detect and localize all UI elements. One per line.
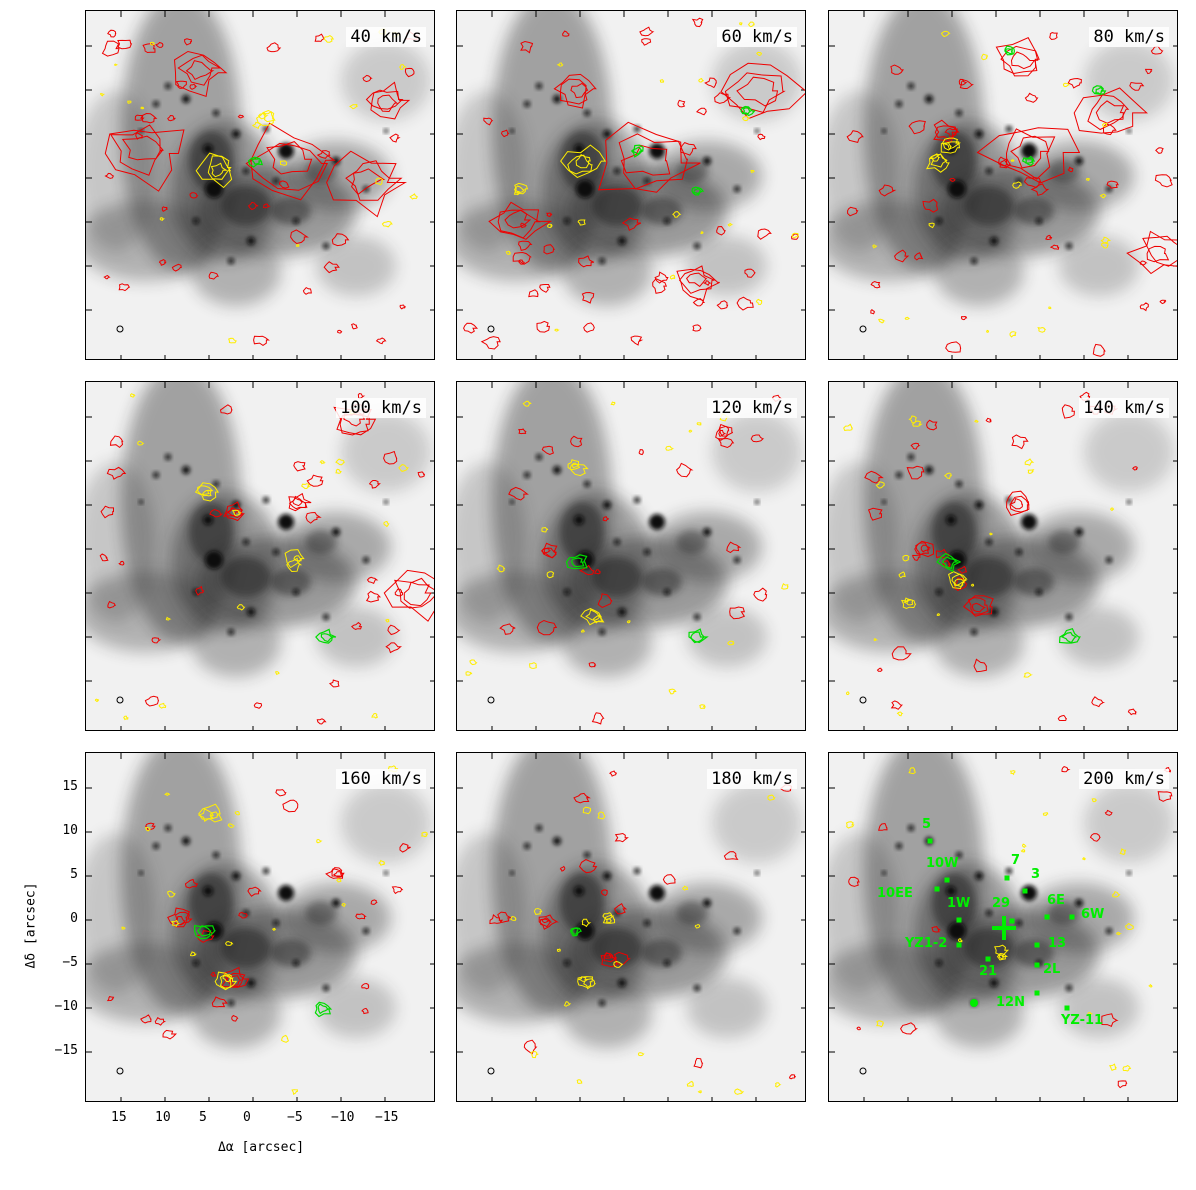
velocity-label: 100 km/s (336, 398, 426, 418)
source-markers (927, 838, 1075, 1011)
panel-120: 120 km/s (456, 381, 806, 731)
velocity-label: 40 km/s (346, 27, 426, 47)
x-tick-label: 10 (155, 1110, 171, 1125)
y-tick-label: 10 (62, 823, 78, 838)
velocity-label: 200 km/s (1079, 769, 1169, 789)
source-label: YZ1-2 (905, 936, 948, 951)
y-axis-title: Δδ [arcsec] (23, 882, 39, 969)
y-tick-label: −5 (62, 955, 78, 970)
source-label: 12N (996, 995, 1025, 1010)
source-marker (927, 838, 933, 844)
velocity-label: 60 km/s (717, 27, 797, 47)
source-marker (956, 917, 962, 923)
source-marker (956, 942, 962, 948)
y-tick-label: −15 (54, 1043, 78, 1058)
panel-40: 40 km/s (85, 10, 435, 360)
x-tick-label: 5 (199, 1110, 207, 1125)
velocity-label: 120 km/s (707, 398, 797, 418)
x-tick-label: −5 (287, 1110, 303, 1125)
source-label: 6W (1081, 907, 1105, 922)
contour-overlay (100, 28, 419, 347)
contour-overlay (106, 765, 428, 1096)
source-marker (1034, 990, 1040, 996)
velocity-label: 80 km/s (1089, 27, 1169, 47)
nebula-image (86, 382, 434, 730)
source-label: 10EE (877, 886, 913, 901)
contour-overlay (846, 30, 1177, 357)
panel-180: 180 km/s (456, 752, 806, 1102)
source-label: 5 (922, 817, 932, 832)
source-label: 2L (1043, 962, 1061, 977)
source-marker (1022, 888, 1028, 894)
panel-100: 100 km/s (85, 381, 435, 731)
source-label: 6E (1047, 893, 1065, 908)
source-marker (944, 877, 950, 883)
source-marker (1004, 875, 1010, 881)
x-axis-title: Δα [arcsec] (218, 1140, 305, 1155)
nebula-image (457, 753, 805, 1101)
y-tick-label: 15 (62, 779, 78, 794)
source-label: 7 (1011, 853, 1021, 868)
nebula-image (457, 382, 805, 730)
source-marker (1069, 914, 1075, 920)
nebula-image (86, 11, 434, 359)
contour-overlay (94, 392, 434, 725)
source-label: 3 (1031, 867, 1041, 882)
panel-80: 80 km/s (828, 10, 1178, 360)
source-label: 21 (979, 964, 998, 979)
source-marker (934, 886, 940, 892)
source-label: 1W (947, 896, 971, 911)
source-label: 10W (926, 856, 959, 871)
contour-overlay (489, 770, 797, 1095)
x-tick-label: 15 (111, 1110, 127, 1125)
source-label: YZ-11 (1061, 1013, 1104, 1028)
panel-140: 140 km/s (828, 381, 1178, 731)
y-tick-label: 0 (70, 911, 78, 926)
x-tick-label: 0 (243, 1110, 251, 1125)
source-marker (985, 956, 991, 962)
source-label: 29 (992, 896, 1011, 911)
panel-160: 160 km/s (85, 752, 435, 1102)
source-marker (1034, 962, 1040, 968)
y-tick-label: 5 (70, 867, 78, 882)
source-marker (1064, 1005, 1070, 1011)
center-cross-icon (992, 916, 1016, 940)
contour-overlay (843, 391, 1138, 721)
source-marker (1009, 918, 1015, 924)
y-tick-label: −10 (54, 999, 78, 1014)
velocity-label: 180 km/s (707, 769, 797, 789)
contour-overlay (463, 17, 805, 350)
contour-overlay (465, 394, 789, 725)
panel-200: 5 10W 7 3 10EE 1W 29 6E 6W YZ1-2 13 21 2L 12N YZ-11 20… (828, 752, 1178, 1102)
source-marker (1034, 942, 1040, 948)
nebula-image (86, 753, 434, 1101)
x-tick-label: −10 (331, 1110, 355, 1125)
x-tick-label: −15 (375, 1110, 399, 1125)
source-marker (1044, 914, 1050, 920)
source-marker (970, 999, 978, 1007)
velocity-label: 160 km/s (336, 769, 426, 789)
source-label: 13 (1048, 936, 1067, 951)
source-labels: 5 10W 7 3 10EE 1W 29 6E 6W YZ1-2 13 21 2L 12N YZ-11 (829, 753, 1177, 1101)
panel-60: 60 km/s (456, 10, 806, 360)
velocity-label: 140 km/s (1079, 398, 1169, 418)
